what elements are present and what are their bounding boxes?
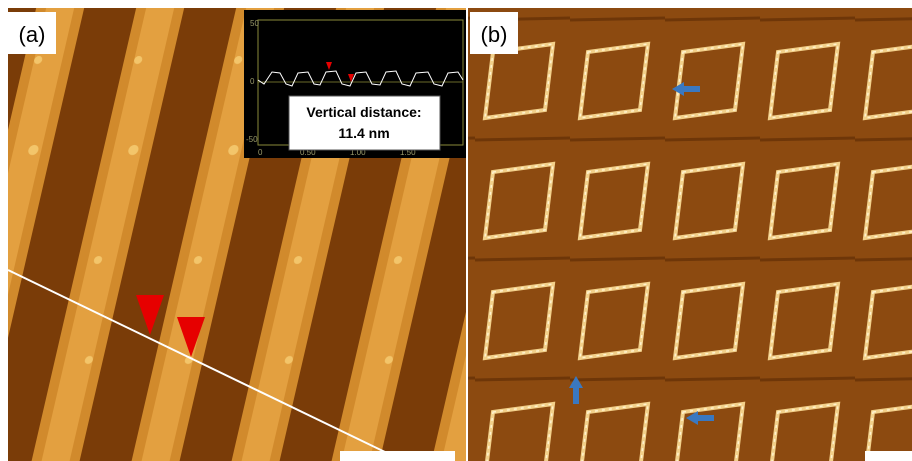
figure: (a) 50 0 -50 0 0.50 1.00 1.50 Vertical d… bbox=[0, 0, 912, 461]
x-tick: 0 bbox=[258, 148, 263, 157]
page: (a) 50 0 -50 0 0.50 1.00 1.50 Vertical d… bbox=[0, 0, 912, 461]
afm-image-b bbox=[468, 8, 912, 461]
scale-bar bbox=[340, 451, 455, 461]
annotation: Vertical distance: bbox=[306, 104, 421, 120]
y-tick: -50 bbox=[246, 135, 258, 144]
y-tick: 50 bbox=[250, 19, 259, 28]
panel-label: (b) bbox=[481, 22, 508, 47]
y-tick: 0 bbox=[250, 77, 255, 86]
panel-label: (a) bbox=[19, 22, 46, 47]
scale-bar bbox=[865, 451, 912, 461]
annotation: 11.4 nm bbox=[338, 125, 389, 141]
